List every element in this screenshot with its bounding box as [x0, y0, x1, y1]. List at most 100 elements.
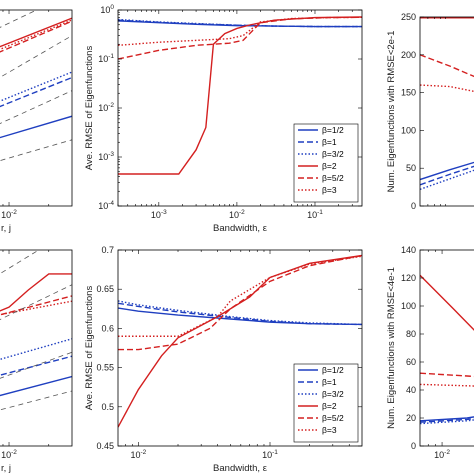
y-axis-label: Ave. RMSE of Eigenfunctions — [84, 286, 95, 411]
y-tick-label: 0 — [411, 201, 416, 211]
series-group — [420, 274, 474, 425]
y-axis-label: Num. Eigenfunctions with RMSE<2e-1 — [386, 31, 397, 193]
y-tick-label: 10-4 — [98, 200, 114, 211]
series-line-β=2 — [0, 273, 72, 312]
legend-label: β=3/2 — [322, 389, 344, 399]
y-tick-label: 0.5 — [101, 402, 114, 412]
y-axis-label: Num. Eigenfunctions with RMSE<4e-1 — [386, 267, 397, 429]
y-tick-label: 10-3 — [98, 151, 114, 162]
axes-frame — [419, 249, 474, 447]
series-line-β=5/2 — [0, 20, 72, 53]
y-tick-label: 0 — [411, 441, 416, 451]
y-tick-label: 50 — [406, 163, 416, 173]
legend-label: β=2 — [322, 161, 337, 171]
series-line-β=5/2 — [420, 372, 474, 378]
y-tick-label: 60 — [406, 357, 416, 367]
legend-label: β=3 — [322, 425, 337, 435]
series-line-β=2 — [0, 17, 72, 48]
x-tick-label: 10-2 — [1, 449, 17, 460]
x-tick-label: 10-1 — [262, 449, 278, 460]
series-line-β=1 — [118, 302, 362, 326]
x-tick-label: 10-2 — [130, 449, 146, 460]
legend-label: β=1 — [322, 137, 337, 147]
series-line-β=1/2 — [0, 375, 72, 397]
series-line-β=2 — [420, 274, 474, 331]
series-group — [118, 254, 362, 428]
y-tick-label: 100 — [401, 301, 416, 311]
y-tick-label: 120 — [401, 273, 416, 283]
reference-line — [0, 390, 72, 411]
legend-box — [293, 363, 359, 443]
panel-middle-top: 10-3 10-2 10-1 10-4 10-3 10-2 10-1 100 Bandwidth… — [84, 4, 363, 234]
series-line-β=2 — [118, 254, 362, 428]
y-tick-label: 10-1 — [98, 53, 114, 64]
legend: β=1/2 β=1 β=3/2 β=2 β=5/2 β=3 — [293, 123, 359, 203]
series-line-β=3 — [420, 84, 474, 93]
panel-right-bottom: 10-2 0 20 40 60 80 100 120 140 Num. Eigenfunction… — [386, 245, 474, 460]
y-tick-label: 80 — [406, 329, 416, 339]
x-tick-label: 10-2 — [229, 209, 245, 220]
axes-frame — [419, 16, 474, 207]
y-tick-label: 0.45 — [96, 441, 114, 451]
y-tick-label: 250 — [401, 12, 416, 22]
series-line-β=3/2 — [118, 300, 362, 326]
x-tick-label: 10-1 — [307, 209, 323, 220]
series-line-β=3/2 — [0, 338, 72, 361]
y-tick-label: 40 — [406, 385, 416, 395]
series-line-β=1 — [118, 19, 362, 28]
y-tick-label: 10-2 — [98, 102, 114, 113]
x-tick-label: 10-2 — [1, 209, 17, 220]
series-line-β=1 — [420, 417, 474, 423]
series-line-β=5/2 — [118, 254, 362, 351]
series-line-β=3/2 — [118, 18, 362, 28]
legend-label: β=1 — [322, 377, 337, 387]
legend-label: β=3/2 — [322, 149, 344, 159]
y-tick-label: 0.7 — [101, 245, 114, 255]
panel-left-top: 10-2 r, j — [0, 9, 73, 234]
series-group — [0, 10, 72, 162]
y-tick-label: 0.6 — [101, 323, 114, 333]
series-line-β=3 — [118, 16, 362, 47]
legend: β=1/2 β=1 β=3/2 β=2 β=5/2 β=3 — [293, 363, 359, 443]
axes-frame — [117, 249, 363, 447]
axes-frame — [0, 249, 73, 447]
panel-middle-bottom: 10-2 10-1 0.45 0.5 0.55 0.6 0.65 0.7 Bandwidth, … — [84, 245, 363, 474]
y-tick-label: 200 — [401, 50, 416, 60]
series-line-β=1 — [420, 165, 474, 186]
y-axis-label: Ave. RMSE of Eigenfunctions — [84, 46, 95, 171]
reference-line — [0, 284, 72, 320]
series-line-β=3 — [0, 300, 72, 316]
reference-line — [0, 250, 40, 275]
reference-line — [0, 90, 72, 124]
series-group — [118, 16, 362, 175]
series-line-β=3 — [0, 19, 72, 51]
legend-label: β=1/2 — [322, 365, 344, 375]
panel-left-bottom: 10-2 r, j — [0, 249, 73, 474]
series-line-β=3 — [420, 383, 474, 387]
reference-line — [0, 35, 72, 78]
reference-line — [0, 351, 72, 379]
legend-label: β=5/2 — [322, 173, 344, 183]
x-tick-label: 10-3 — [151, 209, 167, 220]
legend-label: β=3 — [322, 185, 337, 195]
series-line-β=5/2 — [420, 54, 474, 78]
series-line-β=3/2 — [0, 71, 72, 102]
axes-frame — [0, 9, 73, 207]
y-tick-label: 100 — [401, 125, 416, 135]
x-axis-label: r, j — [1, 223, 11, 234]
reference-line — [0, 10, 38, 28]
series-line-β=1/2 — [118, 307, 362, 326]
x-axis-label: r, j — [1, 463, 11, 474]
series-line-β=1 — [0, 76, 72, 108]
x-axis-label: Bandwidth, ε — [213, 463, 268, 474]
series-line-β=1 — [0, 355, 72, 376]
series-line-β=5/2 — [118, 16, 362, 60]
y-tick-label: 140 — [401, 245, 416, 255]
y-tick-label: 0.55 — [96, 363, 114, 373]
x-tick-label: 10-2 — [434, 449, 450, 460]
series-group — [420, 17, 474, 191]
legend-label: β=5/2 — [322, 413, 344, 423]
y-tick-label: 150 — [401, 88, 416, 98]
